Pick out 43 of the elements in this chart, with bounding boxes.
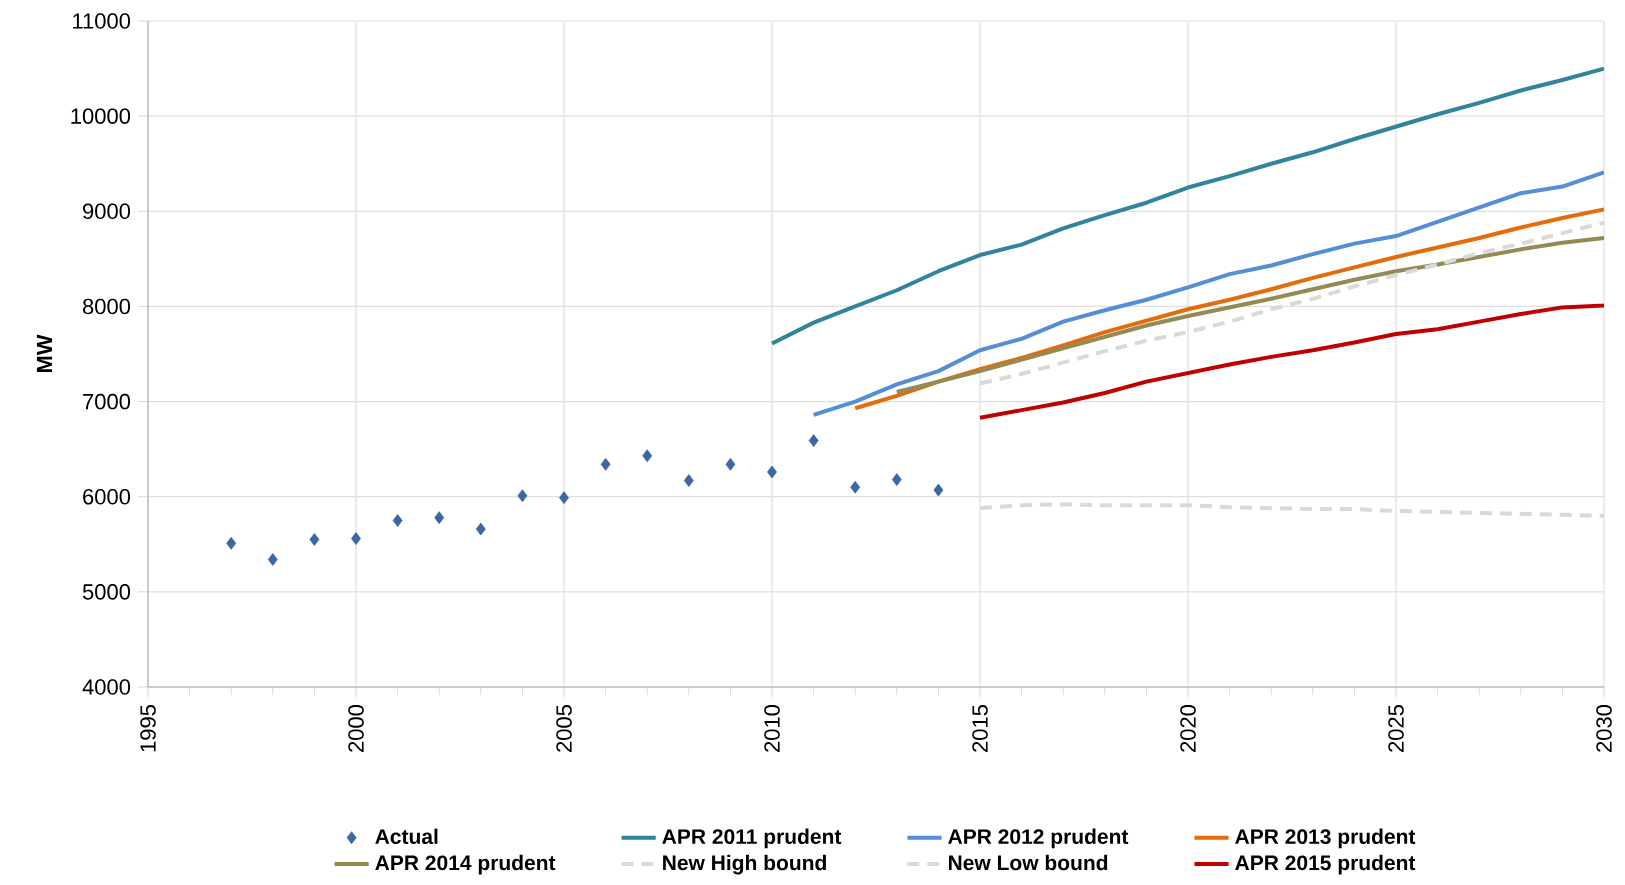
y-tick-label: 7000 — [83, 393, 131, 410]
y-tick-label: 11000 — [73, 13, 131, 29]
point — [891, 473, 902, 486]
legend-label: APR 2014 prudent — [375, 854, 556, 875]
point — [808, 434, 819, 447]
y-tick-label: 8000 — [82, 298, 131, 315]
y-tick-label: 4000 — [82, 679, 131, 695]
x-tick-label: 2020 — [1180, 704, 1196, 752]
point — [683, 474, 694, 487]
point — [933, 483, 944, 497]
x-tick-label: 2015 — [972, 705, 988, 752]
y-tick-label: 9000 — [83, 203, 131, 220]
point — [267, 553, 278, 566]
legend-label: New High bound — [663, 854, 826, 875]
x-tick-label: 2010 — [764, 704, 780, 752]
x-tick-label: 2005 — [556, 705, 572, 752]
point — [559, 491, 569, 505]
y-tick-label: 10000 — [71, 108, 131, 124]
legend-label: Actual — [375, 828, 438, 845]
legend-label: APR 2013 prudent — [1235, 828, 1416, 849]
point — [351, 532, 361, 545]
y-tick-label: 6000 — [83, 488, 131, 505]
point — [642, 449, 653, 463]
legend-label: APR 2011 prudent — [662, 828, 842, 849]
y-axis-title: MW — [36, 334, 53, 373]
point — [850, 480, 861, 494]
point — [434, 511, 445, 525]
x-tick-label: 1995 — [140, 705, 156, 752]
point — [226, 536, 237, 550]
legend-label: APR 2015 prudent — [1235, 854, 1416, 875]
x-tick-label: 2000 — [348, 704, 364, 752]
point — [517, 489, 528, 503]
point — [392, 514, 403, 527]
legend-label: New Low bound — [948, 854, 1108, 871]
point — [725, 457, 736, 471]
point — [475, 522, 486, 536]
y-tick-label: 5000 — [82, 584, 131, 600]
x-tick-label: 2030 — [1596, 704, 1612, 752]
legend-label: APR 2012 prudent — [948, 828, 1129, 849]
point — [600, 457, 611, 471]
point — [767, 465, 777, 479]
x-tick-label: 2025 — [1388, 705, 1404, 752]
point — [309, 533, 320, 546]
